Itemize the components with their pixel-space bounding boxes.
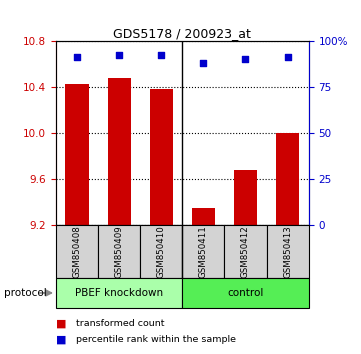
Text: GSM850410: GSM850410 [157,225,166,278]
Text: ■: ■ [56,319,66,329]
Text: GSM850412: GSM850412 [241,225,250,278]
Bar [150,89,173,225]
Point [158,53,164,58]
Text: percentile rank within the sample: percentile rank within the sample [76,335,236,344]
Bar [225,225,266,278]
Text: ■: ■ [56,335,66,345]
Bar [182,278,309,308]
Bar [56,225,98,278]
Text: control: control [227,288,264,298]
Text: GSM850411: GSM850411 [199,225,208,278]
Bar [192,207,215,225]
Title: GDS5178 / 200923_at: GDS5178 / 200923_at [113,27,251,40]
Bar [65,84,88,225]
Point [285,55,291,60]
Text: PBEF knockdown: PBEF knockdown [75,288,163,298]
Point [116,53,122,58]
Point [200,60,206,65]
Bar [182,225,225,278]
Bar [234,170,257,225]
Text: transformed count: transformed count [76,319,164,329]
Point [74,55,80,60]
Bar [56,278,182,308]
Bar [98,225,140,278]
Bar [140,225,182,278]
Text: GSM850408: GSM850408 [73,225,82,278]
Bar [108,78,131,225]
Bar [266,225,309,278]
Text: protocol: protocol [4,288,46,298]
Text: GSM850409: GSM850409 [115,225,123,278]
Point [243,56,248,62]
Bar [276,133,299,225]
Text: GSM850413: GSM850413 [283,225,292,278]
